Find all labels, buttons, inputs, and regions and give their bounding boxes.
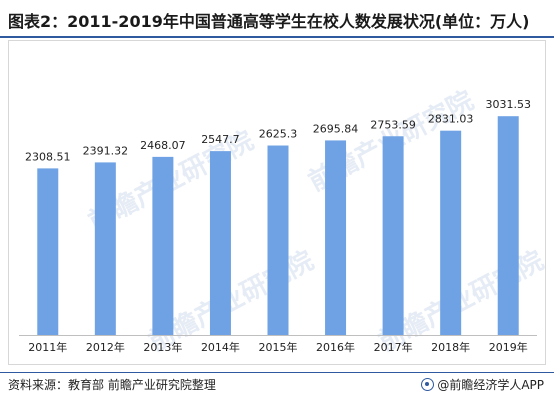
x-tick-label: 2012年 xyxy=(86,340,125,354)
bar xyxy=(325,140,347,335)
data-label: 2625.3 xyxy=(259,128,298,141)
data-label: 2468.07 xyxy=(140,139,186,152)
data-label: 2753.59 xyxy=(370,118,416,131)
data-label: 2831.03 xyxy=(428,113,474,126)
footer-divider xyxy=(0,372,554,373)
x-tick-label: 2013年 xyxy=(143,340,182,354)
bar xyxy=(440,130,462,335)
x-tick-label: 2015年 xyxy=(259,340,298,354)
bar xyxy=(152,156,174,335)
data-label: 2308.51 xyxy=(25,150,71,163)
x-tick-label: 2014年 xyxy=(201,340,240,354)
x-tick-label: 2019年 xyxy=(489,340,528,354)
bar xyxy=(37,168,59,335)
bar xyxy=(497,116,519,336)
bar xyxy=(267,145,289,335)
data-label: 2547.7 xyxy=(201,133,240,146)
source-note: 资料来源：教育部 前瞻产业研究院整理 xyxy=(8,378,216,392)
brand-logo-icon xyxy=(421,378,435,391)
brand-text: @前瞻经济学人APP xyxy=(437,378,544,392)
bar-chart: 2308.51 2011年 2391.32 2012年 2468.07 2013年 2547… xyxy=(19,98,537,354)
brand-credit: @前瞻经济学人APP xyxy=(421,376,544,393)
x-tick-label: 2016年 xyxy=(316,340,355,354)
chart-title: 图表2：2011-2019年中国普通高等学生在校人数发展状况(单位：万人) xyxy=(8,12,530,31)
data-label: 2695.84 xyxy=(313,122,359,135)
x-tick-label: 2011年 xyxy=(28,340,67,354)
bar xyxy=(94,162,116,335)
x-tick-label: 2017年 xyxy=(374,340,413,354)
title-divider xyxy=(0,36,554,38)
data-label: 2391.32 xyxy=(83,144,129,157)
bar xyxy=(382,136,404,335)
x-tick-label: 2018年 xyxy=(431,340,470,354)
bar xyxy=(209,151,231,335)
data-label: 3031.53 xyxy=(485,98,531,111)
chart-frame: 前瞻产业研究院 前瞻产业研究院 前瞻产业研究院 前瞻产业研究院 2308.512… xyxy=(8,40,549,365)
